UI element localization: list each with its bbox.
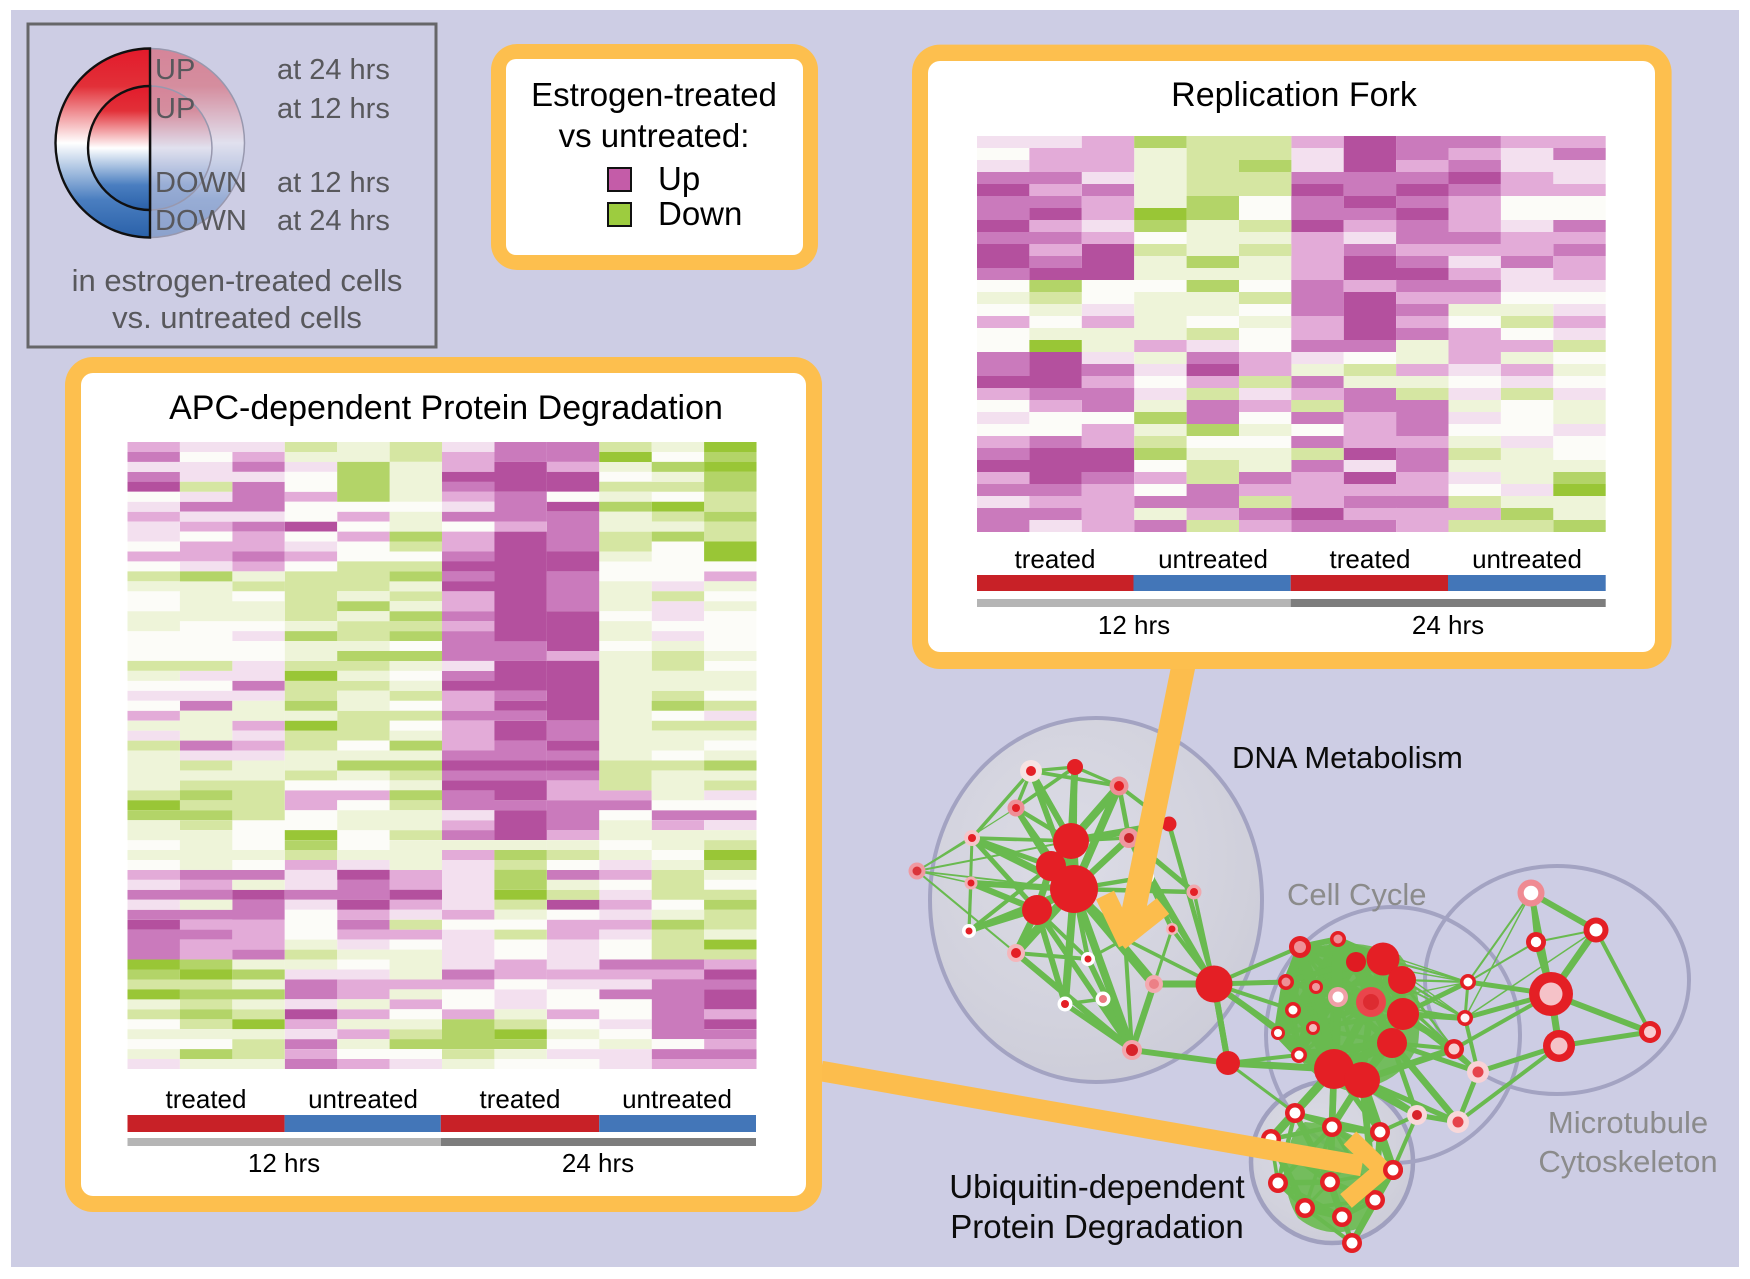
svg-text:at 24 hrs: at 24 hrs — [277, 54, 390, 86]
svg-text:in estrogen-treated cells: in estrogen-treated cells — [72, 263, 403, 298]
svg-text:DOWN: DOWN — [155, 205, 247, 237]
svg-text:treated: treated — [1330, 544, 1411, 574]
svg-text:treated: treated — [480, 1084, 561, 1114]
svg-text:UP: UP — [155, 54, 195, 86]
svg-text:Replication Fork: Replication Fork — [1171, 76, 1418, 114]
svg-text:Microtubule: Microtubule — [1548, 1105, 1708, 1140]
svg-text:Cytoskeleton: Cytoskeleton — [1538, 1144, 1717, 1179]
svg-text:at 12 hrs: at 12 hrs — [277, 167, 390, 199]
svg-text:12 hrs: 12 hrs — [248, 1148, 320, 1178]
svg-text:untreated: untreated — [1158, 544, 1268, 574]
svg-text:12 hrs: 12 hrs — [1098, 610, 1170, 640]
svg-text:untreated: untreated — [622, 1084, 732, 1114]
svg-text:vs. untreated cells: vs. untreated cells — [112, 300, 362, 335]
svg-text:Cell Cycle: Cell Cycle — [1287, 877, 1427, 912]
svg-text:Up: Up — [658, 160, 700, 197]
svg-text:UP: UP — [155, 93, 195, 125]
svg-text:24 hrs: 24 hrs — [562, 1148, 634, 1178]
svg-text:untreated: untreated — [308, 1084, 418, 1114]
svg-text:at 12 hrs: at 12 hrs — [277, 93, 390, 125]
svg-text:vs untreated:: vs untreated: — [559, 117, 750, 154]
svg-text:Protein Degradation: Protein Degradation — [950, 1208, 1244, 1245]
svg-text:Ubiquitin-dependent: Ubiquitin-dependent — [949, 1168, 1244, 1205]
svg-text:24 hrs: 24 hrs — [1412, 610, 1484, 640]
svg-text:Down: Down — [658, 195, 742, 232]
svg-text:treated: treated — [166, 1084, 247, 1114]
svg-text:untreated: untreated — [1472, 544, 1582, 574]
svg-text:treated: treated — [1015, 544, 1096, 574]
svg-text:APC-dependent Protein Degradat: APC-dependent Protein Degradation — [169, 389, 723, 427]
svg-text:DOWN: DOWN — [155, 167, 247, 199]
svg-text:at 24 hrs: at 24 hrs — [277, 205, 390, 237]
svg-text:DNA Metabolism: DNA Metabolism — [1232, 740, 1463, 775]
svg-text:Estrogen-treated: Estrogen-treated — [531, 76, 777, 113]
